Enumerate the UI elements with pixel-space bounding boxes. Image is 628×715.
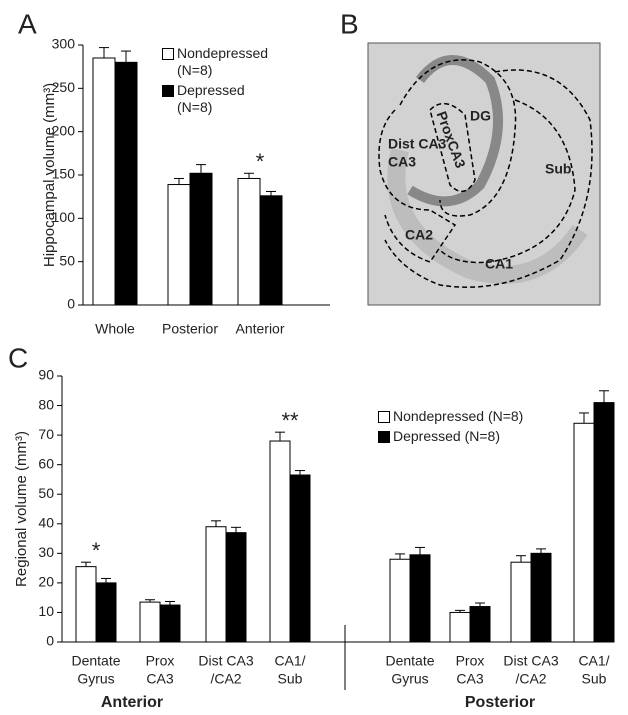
bar bbox=[114, 61, 138, 306]
panel-label: C bbox=[8, 342, 28, 373]
legend-swatch bbox=[162, 85, 174, 97]
region-outline bbox=[399, 59, 517, 217]
y-tick-label: 0 bbox=[67, 296, 75, 312]
y-tick-label: 100 bbox=[52, 209, 76, 225]
panel-label: B bbox=[340, 8, 359, 39]
x-tick-label: Dist CA3 bbox=[503, 653, 558, 669]
bar bbox=[92, 57, 116, 306]
legend-item: Nondepressed (N=8) bbox=[378, 408, 578, 425]
bar bbox=[289, 474, 311, 643]
x-tick-label: Gyrus bbox=[391, 671, 428, 687]
x-tick-label: /CA2 bbox=[515, 671, 546, 687]
annotation: ** bbox=[281, 408, 299, 433]
x-tick-label: CA1/ bbox=[578, 653, 609, 669]
x-tick-label: CA1/ bbox=[274, 653, 305, 669]
group-label: Anterior bbox=[101, 694, 163, 711]
annotation: * bbox=[256, 149, 265, 174]
region-label: Dist CA3 bbox=[388, 136, 447, 152]
legend-item: Depressed (N=8) bbox=[378, 428, 578, 445]
legend: Nondepressed (N=8) Depressed (N=8) bbox=[378, 408, 578, 448]
ca-band bbox=[387, 147, 588, 284]
group-label: Posterior bbox=[465, 694, 535, 711]
x-tick-label: Sub bbox=[582, 671, 607, 687]
bar bbox=[167, 184, 191, 306]
x-tick-label: Whole bbox=[95, 321, 135, 337]
y-tick-label: 70 bbox=[38, 426, 54, 442]
y-tick-label: 40 bbox=[38, 514, 54, 530]
bar bbox=[75, 566, 97, 643]
y-tick-label: 10 bbox=[38, 603, 54, 619]
x-tick-label: Gyrus bbox=[77, 671, 114, 687]
y-tick-label: 150 bbox=[52, 166, 76, 182]
y-tick-label: 60 bbox=[38, 455, 54, 471]
bar bbox=[139, 601, 161, 643]
x-tick-label: Dentate bbox=[71, 653, 120, 669]
x-tick-label: Prox bbox=[456, 653, 485, 669]
x-tick-label: Prox bbox=[146, 653, 175, 669]
bar bbox=[510, 561, 532, 643]
y-tick-label: 20 bbox=[38, 574, 54, 590]
bar bbox=[269, 440, 291, 643]
x-tick-label: Posterior bbox=[162, 321, 218, 337]
region-label: DG bbox=[470, 108, 491, 124]
bar bbox=[259, 195, 283, 306]
legend-label: Nondepressed (N=8) bbox=[393, 408, 524, 424]
region-label: CA2 bbox=[405, 227, 433, 243]
x-tick-label: Dentate bbox=[385, 653, 434, 669]
bar bbox=[469, 606, 491, 643]
legend-item: Nondepressed (N=8) bbox=[162, 45, 272, 79]
legend-swatch bbox=[162, 48, 174, 60]
bar bbox=[593, 402, 615, 643]
bar bbox=[530, 552, 552, 643]
y-axis-label: Hippocampal volume (mm³) bbox=[41, 83, 58, 267]
y-tick-label: 50 bbox=[59, 252, 75, 268]
legend-swatch bbox=[378, 431, 390, 443]
annotation: * bbox=[92, 538, 101, 563]
x-tick-label: /CA2 bbox=[210, 671, 241, 687]
bar bbox=[189, 172, 213, 306]
panel-label: A bbox=[18, 8, 37, 39]
legend-label: Depressed (N=8) bbox=[393, 428, 500, 444]
bar bbox=[449, 611, 471, 643]
x-tick-label: CA3 bbox=[456, 671, 483, 687]
bar bbox=[573, 422, 595, 643]
x-tick-label: CA3 bbox=[146, 671, 173, 687]
y-tick-label: 90 bbox=[38, 367, 54, 383]
region-outline bbox=[439, 99, 576, 264]
bar bbox=[389, 558, 411, 643]
bar bbox=[237, 177, 261, 306]
x-tick-label: Anterior bbox=[235, 321, 284, 337]
region-outline bbox=[384, 69, 593, 288]
bar bbox=[225, 532, 247, 643]
y-axis-label: Regional volume (mm³) bbox=[13, 431, 30, 587]
bar bbox=[95, 582, 117, 643]
bar bbox=[409, 554, 431, 643]
y-tick-label: 300 bbox=[52, 36, 76, 52]
y-tick-label: 200 bbox=[52, 122, 76, 138]
region-label: Sub bbox=[545, 161, 571, 177]
y-tick-label: 0 bbox=[46, 633, 54, 649]
x-tick-label: Sub bbox=[278, 671, 303, 687]
histology-image: DG ProxCA3 Dist CA3 CA3 Sub CA2 CA1 bbox=[367, 42, 601, 306]
region-label: CA1 bbox=[485, 256, 513, 272]
region-outline bbox=[378, 109, 457, 263]
y-tick-label: 80 bbox=[38, 396, 54, 412]
x-tick-label: Dist CA3 bbox=[198, 653, 253, 669]
y-tick-label: 50 bbox=[38, 485, 54, 501]
region-outline bbox=[429, 102, 476, 193]
legend-item: Depressed (N=8) bbox=[162, 82, 272, 116]
region-label: CA3 bbox=[388, 154, 416, 170]
y-tick-label: 30 bbox=[38, 544, 54, 560]
legend-swatch bbox=[378, 411, 390, 423]
bar bbox=[159, 604, 181, 643]
legend-label: Nondepressed (N=8) bbox=[177, 45, 269, 78]
y-tick-label: 250 bbox=[52, 79, 76, 95]
legend: Nondepressed (N=8) Depressed (N=8) bbox=[162, 45, 272, 119]
bar bbox=[205, 526, 227, 643]
legend-label: Depressed (N=8) bbox=[177, 82, 245, 115]
